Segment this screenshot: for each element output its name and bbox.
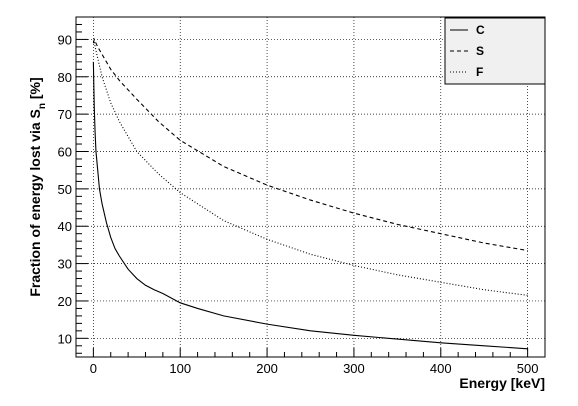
y-tick-label: 60: [58, 145, 72, 160]
y-tick-label: 20: [58, 294, 72, 309]
x-tick-label: 500: [517, 361, 539, 376]
legend-box: [444, 17, 546, 85]
axes: 0 100 200 300 400 500 10 20 30 40 50 60 70 80 90: [58, 16, 546, 376]
x-tick-label: 400: [430, 361, 452, 376]
y-tick-label: 30: [58, 257, 72, 272]
y-axis-title-unit: [%]: [27, 77, 43, 103]
y-axis-title-main: Fraction of energy lost via S: [27, 109, 43, 297]
y-tick-label: 50: [58, 182, 72, 197]
y-axis-title-subscript: n: [37, 103, 48, 109]
legend-label-s: S: [476, 44, 484, 58]
x-axis-title: Energy [keV]: [459, 375, 545, 391]
x-tick-label: 300: [343, 361, 365, 376]
legend: CSF: [444, 17, 546, 85]
legend-label-f: F: [476, 65, 483, 79]
legend-label-c: C: [476, 23, 485, 37]
grid-lines: [76, 17, 545, 357]
y-tick-label: 90: [58, 32, 72, 47]
y-axis-title: Fraction of energy lost via Sn [%]: [27, 77, 48, 296]
series-s-line: [92, 37, 528, 252]
series-c-line: [92, 61, 528, 350]
y-tick-label: 80: [58, 70, 72, 85]
x-tick-label: 0: [90, 361, 97, 376]
x-tick-label: 200: [256, 361, 278, 376]
y-tick-label: 70: [58, 107, 72, 122]
y-tick-label: 10: [58, 331, 72, 346]
y-tick-label: 40: [58, 219, 72, 234]
series-lines: [92, 37, 528, 350]
x-tick-label: 100: [169, 361, 191, 376]
plot-frame: [75, 16, 546, 358]
